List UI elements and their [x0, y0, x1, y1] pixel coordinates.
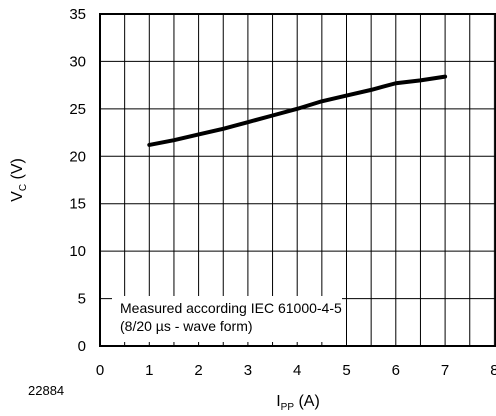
annotation-line-1: Measured according IEC 61000-4-5: [120, 300, 342, 316]
y-tick-label: 20: [69, 148, 86, 165]
x-tick-label: 4: [293, 362, 301, 379]
x-tick-label: 3: [244, 362, 252, 379]
plot-frame: [99, 13, 496, 347]
x-tick-label: 8: [490, 362, 496, 379]
y-tick-label: 30: [69, 53, 86, 70]
tick-labels: 0 1 2 3 4 5 6 7 8 0 5 10 15 20 25 30 35: [69, 6, 496, 379]
y-axis-label: VC (V): [9, 158, 29, 202]
series-layer: [147, 74, 448, 147]
x-tick-label: 2: [194, 362, 202, 379]
series-line-0: [147, 74, 448, 147]
x-tick-label: 5: [342, 362, 350, 379]
x-axis-label: IPP (A): [276, 393, 320, 413]
y-tick-label: 0: [78, 338, 86, 355]
annotation-box: [112, 296, 342, 342]
y-tick-label: 5: [78, 291, 86, 308]
y-tick-label: 25: [69, 101, 86, 118]
y-tick-label: 10: [69, 243, 86, 260]
annotation-line-2: (8/20 µs - wave form): [120, 318, 253, 334]
y-tick-label: 35: [69, 6, 86, 23]
y-tick-label: 15: [69, 196, 86, 213]
figure-id: 22884: [28, 383, 64, 398]
x-tick-label: 0: [96, 362, 104, 379]
x-tick-label: 6: [392, 362, 400, 379]
x-tick-label: 7: [441, 362, 449, 379]
x-tick-label: 1: [145, 362, 153, 379]
